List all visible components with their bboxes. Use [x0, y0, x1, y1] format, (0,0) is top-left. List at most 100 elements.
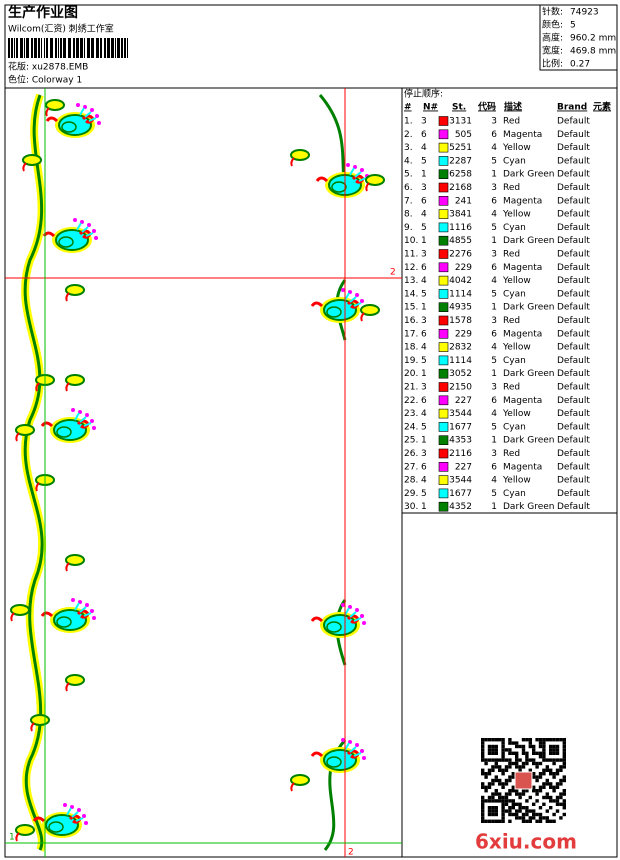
color-swatch	[438, 355, 449, 366]
qr-module	[498, 758, 502, 762]
qr-module	[535, 778, 539, 783]
qr-module	[501, 741, 505, 745]
qr-module	[555, 782, 560, 786]
qr-module	[528, 809, 532, 813]
qr-module	[559, 816, 563, 820]
qr-module	[487, 819, 492, 823]
needle: 1	[421, 170, 427, 180]
code: 1	[491, 436, 497, 446]
qr-module	[508, 738, 512, 742]
qr-module	[562, 799, 566, 803]
qr-module	[481, 816, 485, 820]
qr-module	[525, 761, 529, 766]
qr-module	[518, 758, 522, 762]
stitches: 1114	[449, 356, 472, 366]
qr-module	[555, 802, 560, 806]
stitches: 1116	[449, 223, 472, 233]
qr-module	[515, 741, 519, 745]
qr-module	[484, 738, 488, 742]
qr-module	[542, 782, 546, 786]
qr-module	[562, 741, 566, 745]
qr-module	[494, 809, 498, 813]
qr-module	[538, 755, 543, 759]
code: 4	[491, 409, 497, 419]
qr-module	[481, 782, 485, 786]
qr-module	[484, 819, 488, 823]
qr-module	[545, 809, 549, 813]
needle: 4	[421, 143, 427, 153]
info-value: 5	[570, 21, 576, 31]
color-swatch	[438, 289, 449, 299]
info-label: 颜色:	[542, 19, 563, 31]
qr-module	[518, 816, 522, 820]
brand: Default	[557, 383, 590, 393]
qr-module	[481, 755, 485, 759]
qr-module	[542, 758, 546, 762]
qr-module	[545, 758, 549, 762]
code: 3	[491, 449, 497, 459]
qr-module	[487, 748, 492, 752]
code: 4	[491, 143, 497, 153]
bar-stripe	[20, 38, 23, 58]
color-swatch	[438, 302, 449, 313]
description: Dark Green	[503, 303, 554, 313]
bar-stripe	[91, 38, 94, 58]
qr-module	[559, 782, 563, 786]
description: Yellow	[502, 409, 531, 419]
qr-module	[555, 738, 560, 742]
qr-module	[525, 809, 529, 813]
qr-module	[555, 772, 560, 776]
qr-module	[481, 772, 485, 776]
qr-module	[515, 765, 519, 769]
qr-module	[504, 778, 509, 783]
brand: Default	[557, 449, 590, 459]
stitches: 4352	[449, 502, 472, 512]
needle: 1	[421, 303, 427, 313]
color-swatch	[438, 475, 449, 485]
row-number: 23.	[404, 409, 418, 419]
qr-module	[501, 768, 505, 772]
color-swatch	[438, 235, 449, 246]
bar-stripe	[41, 38, 42, 58]
brand: Default	[557, 223, 590, 233]
qr-module	[487, 772, 492, 776]
qr-module	[535, 792, 539, 796]
qr-module	[508, 792, 512, 796]
qr-module	[508, 751, 512, 755]
qr-module	[515, 744, 519, 749]
qr-module	[545, 768, 549, 772]
qr-module	[511, 761, 515, 766]
guide-marker: 2	[348, 848, 354, 858]
bar-stripe	[60, 38, 62, 58]
row-number: 16.	[404, 316, 418, 326]
qr-module	[508, 799, 512, 803]
row-number: 14.	[404, 289, 418, 299]
qr-module	[535, 761, 539, 766]
bar-stripe	[73, 38, 75, 58]
row-number: 4.	[404, 156, 413, 166]
row-number: 7.	[404, 196, 413, 206]
row-number: 21.	[404, 383, 418, 393]
color-swatch	[438, 222, 449, 233]
column-header: N#	[423, 103, 438, 113]
qr-module	[562, 765, 566, 769]
qr-module	[545, 778, 549, 783]
column-header: 元素	[593, 101, 611, 113]
description: Yellow	[502, 143, 531, 153]
needle: 1	[421, 436, 427, 446]
bar-stripe	[38, 38, 40, 58]
needle: 1	[421, 502, 427, 512]
qr-module	[542, 738, 546, 742]
qr-module	[549, 748, 553, 752]
brand: Default	[557, 409, 590, 419]
bar-stripe	[55, 38, 57, 58]
qr-module	[562, 775, 566, 779]
qr-module	[549, 806, 553, 810]
qr-module	[528, 758, 532, 762]
bar-stripe	[8, 38, 10, 58]
qr-module	[515, 755, 519, 759]
row-number: 19.	[404, 356, 418, 366]
qr-module	[484, 775, 488, 779]
qr-module	[535, 738, 539, 742]
qr-module	[538, 819, 543, 823]
